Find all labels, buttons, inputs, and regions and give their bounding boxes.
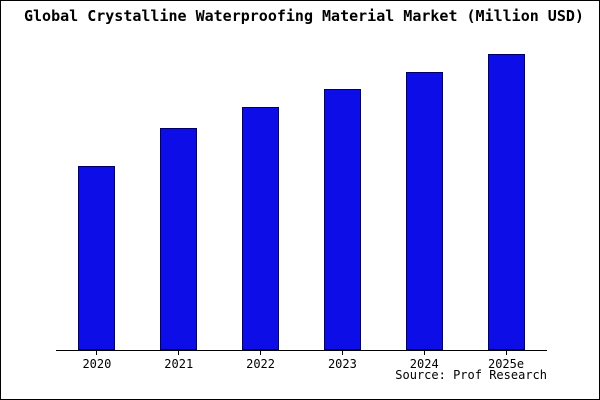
x-axis-label-cell-2025e: 2025e — [465, 351, 547, 371]
bar-column-2022 — [220, 33, 302, 350]
x-axis-label-cell-2021: 2021 — [138, 351, 220, 371]
x-axis-tick — [260, 351, 262, 355]
x-axis-label-2022: 2022 — [246, 357, 276, 371]
x-axis-label-2020: 2020 — [82, 357, 112, 371]
chart-title: Global Crystalline Waterproofing Materia… — [24, 7, 584, 25]
x-axis-tick — [96, 351, 98, 355]
x-axis-tick — [423, 351, 425, 355]
x-axis-label-2024: 2024 — [409, 357, 439, 371]
bar-2023 — [323, 89, 361, 350]
bar-column-2020 — [56, 33, 138, 350]
bar-2024 — [405, 72, 443, 350]
bar-column-2025e — [465, 33, 547, 350]
plot-area — [56, 33, 547, 351]
x-axis-tick — [505, 351, 507, 355]
x-axis-label-2021: 2021 — [164, 357, 194, 371]
bar-column-2021 — [138, 33, 220, 350]
x-axis-tick — [178, 351, 180, 355]
bar-column-2024 — [383, 33, 465, 350]
x-axis-label-2023: 2023 — [327, 357, 357, 371]
bar-2020 — [78, 166, 116, 350]
x-axis-label-cell-2024: 2024 — [383, 351, 465, 371]
x-axis-label-2025e: 2025e — [487, 357, 525, 371]
x-axis-label-cell-2020: 2020 — [56, 351, 138, 371]
x-axis-label-cell-2022: 2022 — [220, 351, 302, 371]
x-axis-tick — [341, 351, 343, 355]
x-axis-label-cell-2023: 2023 — [301, 351, 383, 371]
source-text: Source: Prof Research — [395, 368, 547, 382]
bar-column-2023 — [301, 33, 383, 350]
x-axis-labels: 2020 2021 2022 2023 2024 2025e — [56, 351, 547, 371]
bar-2022 — [242, 107, 280, 350]
bar-2025e — [487, 54, 525, 350]
bar-2021 — [160, 128, 198, 350]
